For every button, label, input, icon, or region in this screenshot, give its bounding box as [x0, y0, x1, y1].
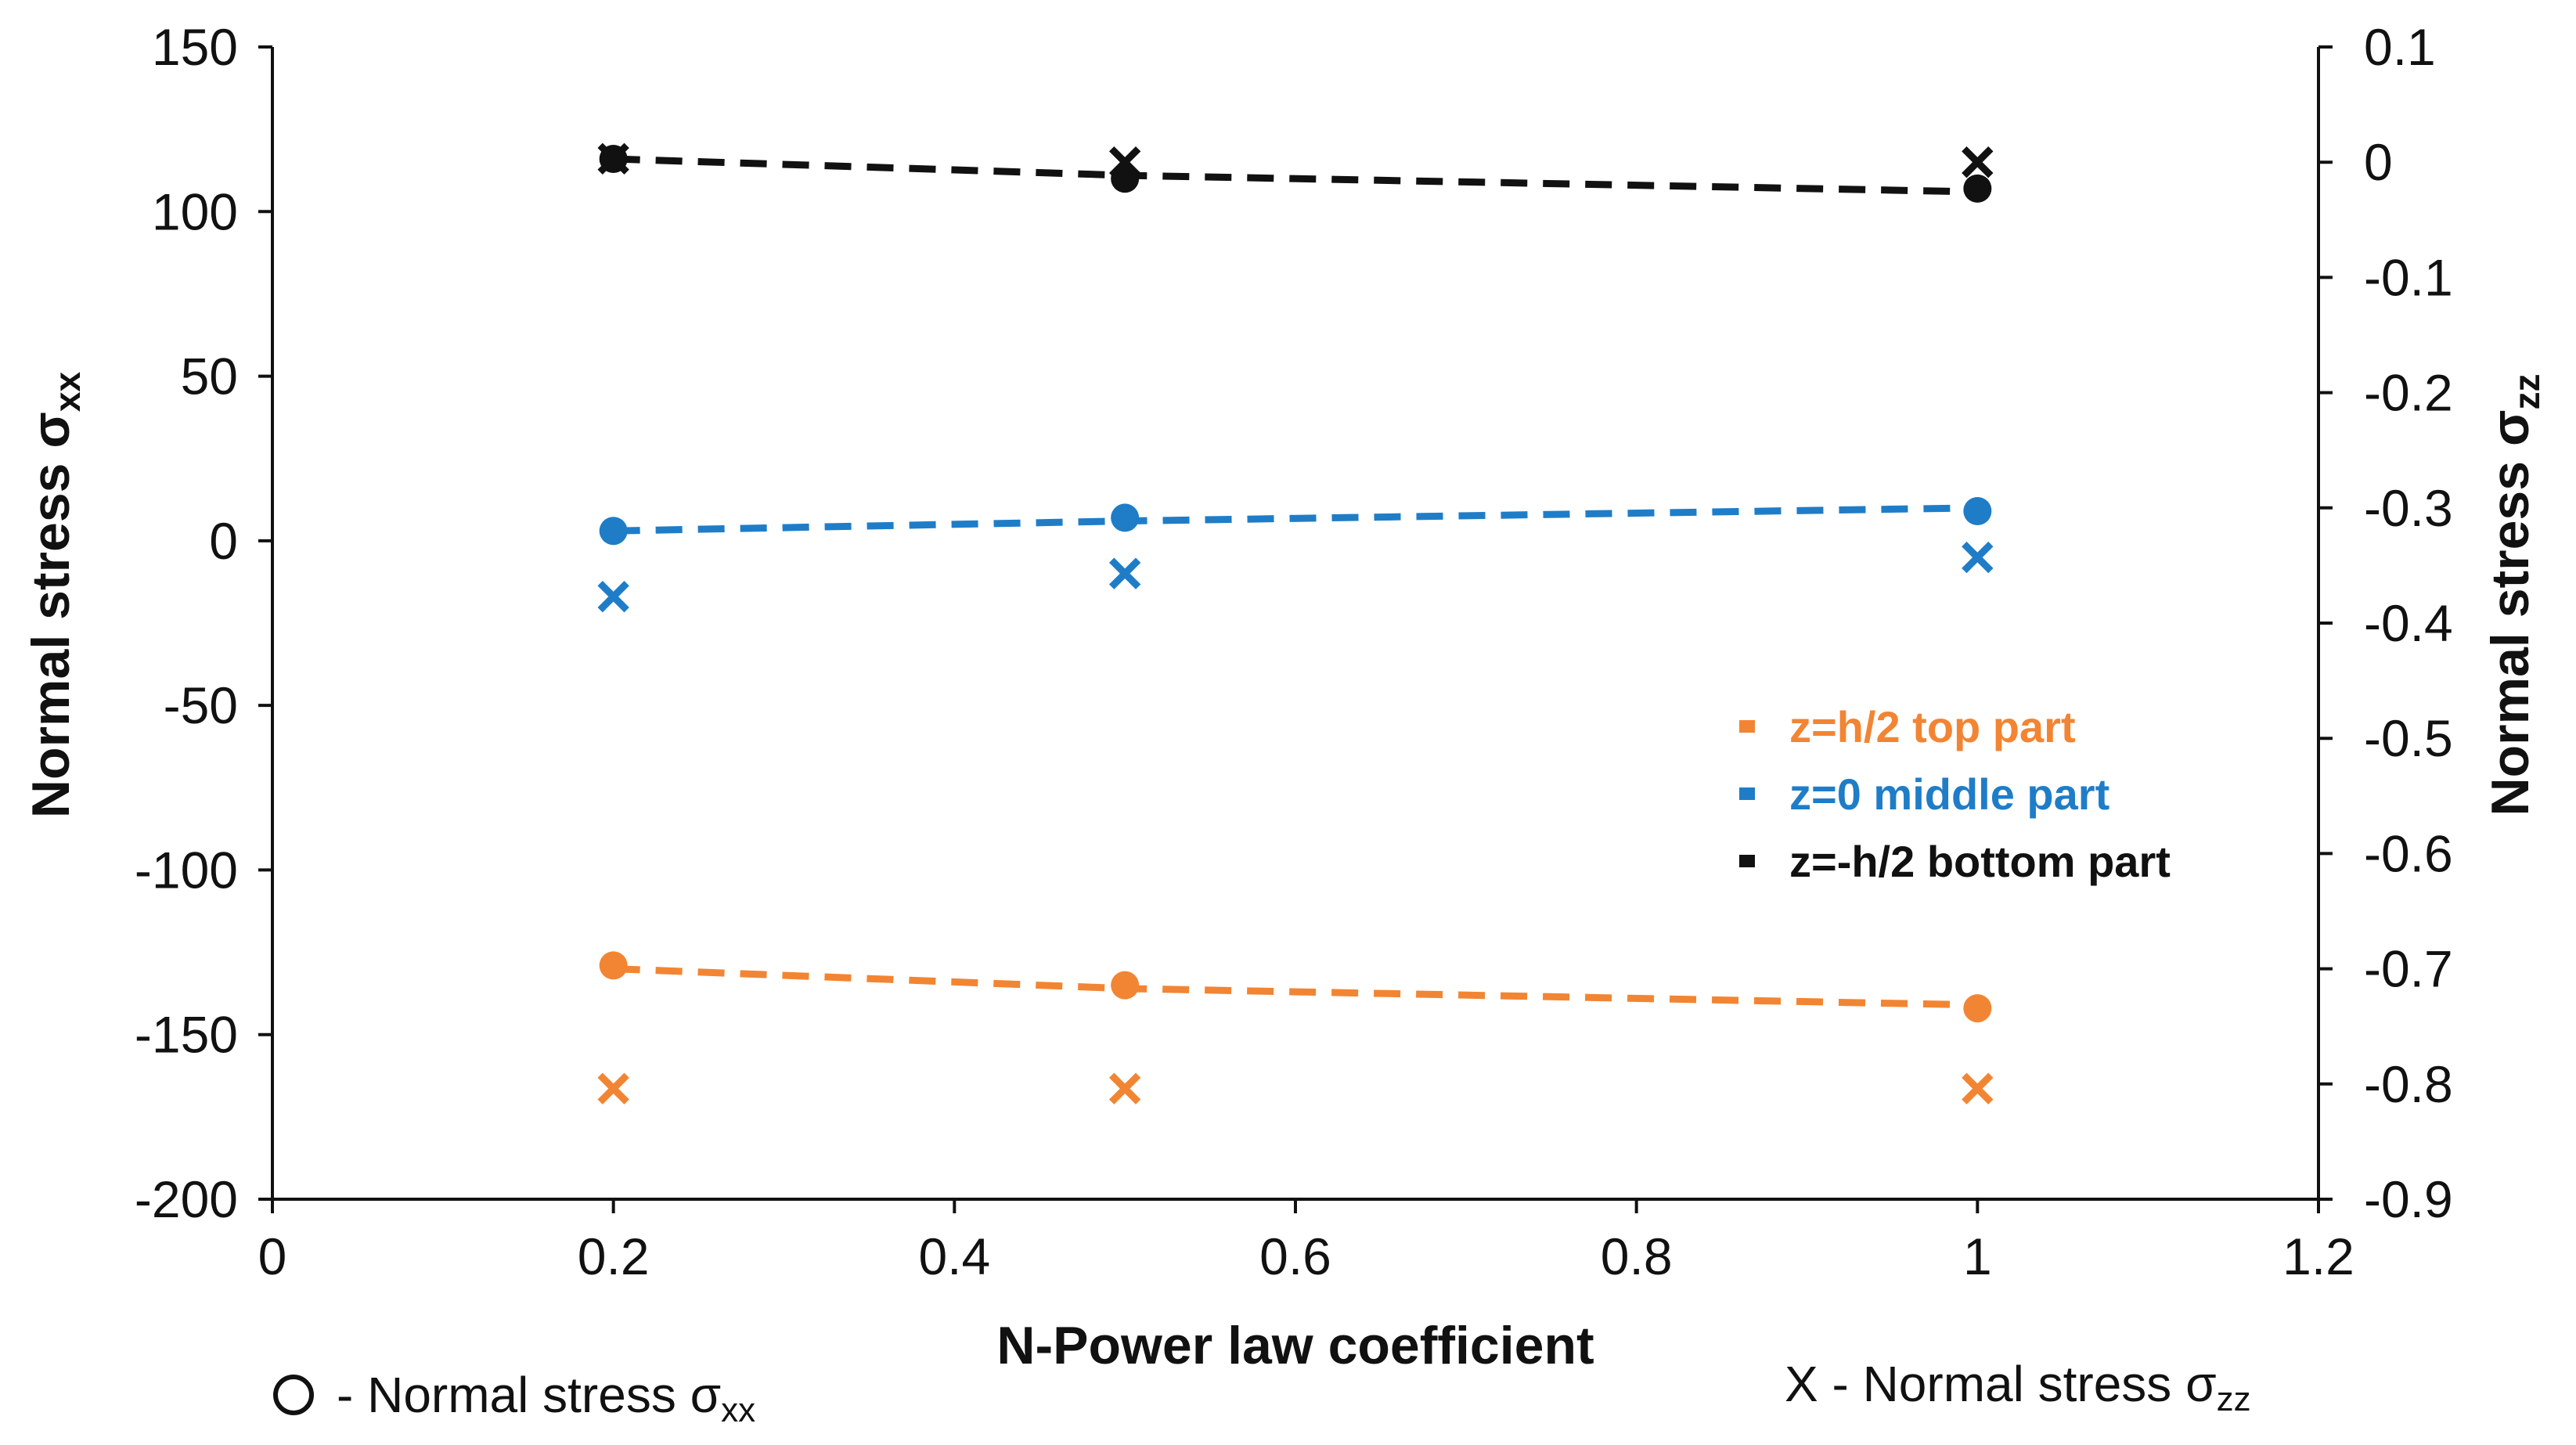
marker-key-cross-main: - Normal stress σ	[1818, 1356, 2217, 1412]
trend-line-sigma-xx	[613, 504, 1978, 535]
marker-key-circle-sub: xx	[721, 1391, 755, 1429]
axes: 0 0.2 0.4 0.6 0.8 1 1.2 150 100 50 0 -50 -100 -150 -20…	[135, 18, 2453, 1285]
point-sigma-zz	[597, 142, 629, 175]
marker-key-circle: - Normal stress σxx	[273, 1367, 755, 1429]
y-left-tick-label: 100	[152, 182, 238, 240]
y-right-tick-label: -0.8	[2364, 1055, 2453, 1113]
cross-stroke	[597, 1072, 629, 1104]
x-tick-label: 1	[1963, 1227, 1992, 1285]
legend-swatch	[1739, 855, 1755, 867]
point-sigma-xx	[1963, 994, 1992, 1023]
point-sigma-xx	[599, 951, 628, 980]
cross-stroke	[1108, 1072, 1141, 1104]
cross-stroke	[597, 580, 629, 613]
series-z-h-2-top-part	[597, 951, 1994, 1104]
point-sigma-xx	[1963, 174, 1992, 203]
series-z-0-middle-part	[597, 497, 1994, 613]
legend: z=h/2 top part z=0 middle part z=-h/2 bott…	[1739, 702, 2171, 886]
point-sigma-zz	[597, 580, 629, 613]
y-right-tick-label: -0.9	[2364, 1170, 2453, 1228]
y-left-tick-label: -200	[135, 1170, 238, 1228]
point-sigma-xx	[1111, 503, 1140, 532]
marker-key-circle-main: - Normal stress σ	[337, 1367, 721, 1423]
point-sigma-xx	[1963, 497, 1992, 526]
cross-stroke	[1108, 557, 1141, 589]
y-right-tick-label: -0.1	[2364, 248, 2453, 306]
y-left-tick-label: -50	[164, 676, 238, 734]
circle-marker-key-icon	[273, 1375, 314, 1415]
y-left-tick-label: -150	[135, 1006, 238, 1064]
y-right-tick-label: -0.2	[2364, 364, 2453, 422]
series-layer	[597, 142, 1994, 1104]
y-axis-title-right-main: Normal stress σ	[2481, 410, 2540, 816]
y-left-tick-label: 0	[209, 512, 238, 570]
point-sigma-zz	[597, 1072, 629, 1104]
x-axis-title: N-Power law coefficient	[996, 1316, 1594, 1375]
marker-key-cross-sub: zz	[2217, 1380, 2251, 1418]
point-sigma-zz	[1962, 146, 1994, 178]
y-axis-title-left-sub: xx	[47, 372, 88, 413]
point-sigma-zz	[1108, 557, 1141, 589]
y-right-tick-label: -0.3	[2364, 479, 2453, 537]
x-tick-label: 1.2	[2282, 1227, 2354, 1285]
marker-key-cross: X - Normal stress σzz	[1785, 1356, 2251, 1418]
y-right-tick-label: 0	[2364, 133, 2393, 191]
cross-stroke	[1962, 541, 1994, 574]
legend-swatch	[1739, 787, 1755, 800]
x-tick-label: 0.2	[578, 1227, 650, 1285]
legend-swatch	[1739, 720, 1755, 733]
y-axis-title-right-sub: zz	[2506, 374, 2547, 410]
cross-stroke	[597, 142, 629, 175]
y-right-tick-label: 0.1	[2364, 18, 2436, 76]
x-tick-label: 0.6	[1259, 1227, 1331, 1285]
x-tick-label: 0	[258, 1227, 287, 1285]
cross-stroke	[1962, 1072, 1994, 1104]
y-right-tick-label: -0.5	[2364, 709, 2453, 767]
trend-line-sigma-xx	[613, 965, 1978, 1009]
series-z-h-2-bottom-part	[597, 142, 1994, 203]
point-sigma-xx	[599, 517, 628, 546]
legend-label: z=0 middle part	[1789, 769, 2109, 819]
point-sigma-zz	[1962, 1072, 1994, 1104]
cross-stroke	[1962, 146, 1994, 178]
legend-label: z=-h/2 bottom part	[1789, 837, 2171, 886]
y-axis-title-left: Normal stress σxx	[21, 372, 88, 819]
trend-line-sigma-xx	[613, 155, 1978, 196]
x-tick-label: 0.8	[1601, 1227, 1673, 1285]
cross-stroke	[1108, 146, 1141, 178]
y-right-tick-label: -0.4	[2364, 594, 2453, 652]
marker-key-cross-symbol: X	[1785, 1356, 1818, 1412]
y-axis-title-right: Normal stress σzz	[2481, 374, 2547, 816]
y-axis-title-left-main: Normal stress σ	[21, 412, 81, 818]
y-right-tick-label: -0.7	[2364, 940, 2453, 998]
y-right-tick-label: -0.6	[2364, 824, 2453, 882]
point-sigma-zz	[1108, 146, 1141, 178]
y-left-tick-label: -100	[135, 841, 238, 899]
y-left-tick-label: 150	[152, 18, 238, 76]
marker-key-circle-text: - Normal stress σxx	[337, 1367, 755, 1429]
point-sigma-zz	[1962, 541, 1994, 574]
y-left-tick-label: 50	[181, 348, 238, 405]
point-sigma-xx	[1111, 971, 1140, 1000]
marker-key-cross-text: X - Normal stress σzz	[1785, 1356, 2251, 1418]
legend-label: z=h/2 top part	[1789, 702, 2076, 751]
x-tick-label: 0.4	[918, 1227, 990, 1285]
point-sigma-zz	[1108, 1072, 1141, 1104]
